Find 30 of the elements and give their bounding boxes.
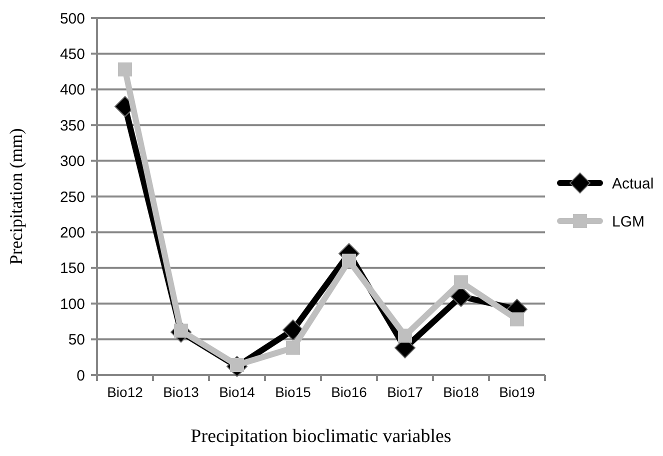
y-tick-label: 400 — [60, 82, 85, 99]
point — [118, 62, 132, 76]
y-tick-label: 450 — [60, 46, 85, 63]
x-tick-label: Bio17 — [387, 384, 424, 400]
y-tick-label: 250 — [60, 188, 85, 206]
y-tick-label: 150 — [60, 260, 85, 278]
y-axis-title: Precipitation (mm) — [6, 128, 26, 265]
y-tick-label: 350 — [60, 117, 85, 134]
point — [342, 254, 356, 268]
x-tick-label: Bio12 — [107, 384, 144, 400]
y-tick-label: 500 — [60, 10, 85, 28]
x-tick-label: Bio18 — [443, 384, 480, 400]
point — [282, 320, 304, 341]
x-tick-label: Bio13 — [163, 384, 200, 400]
point — [286, 340, 300, 355]
x-tick-label: Bio19 — [499, 384, 536, 400]
point — [398, 328, 412, 343]
x-tick-label: Bio14 — [219, 384, 256, 400]
y-tick-label: 200 — [60, 224, 85, 242]
point — [454, 275, 468, 290]
point — [510, 312, 524, 326]
y-tick-label: 100 — [60, 296, 85, 313]
x-tick-label: Bio16 — [331, 384, 368, 400]
x-tick-label: Bio15 — [275, 384, 312, 400]
legend-label: Actual — [612, 175, 654, 192]
y-tick-label: 0 — [76, 367, 85, 384]
legend-label: LGM — [612, 213, 645, 230]
y-tick-label: 50 — [68, 332, 85, 349]
x-axis-title: Precipitation bioclimatic variables — [190, 426, 452, 447]
y-tick-label: 300 — [60, 153, 85, 170]
